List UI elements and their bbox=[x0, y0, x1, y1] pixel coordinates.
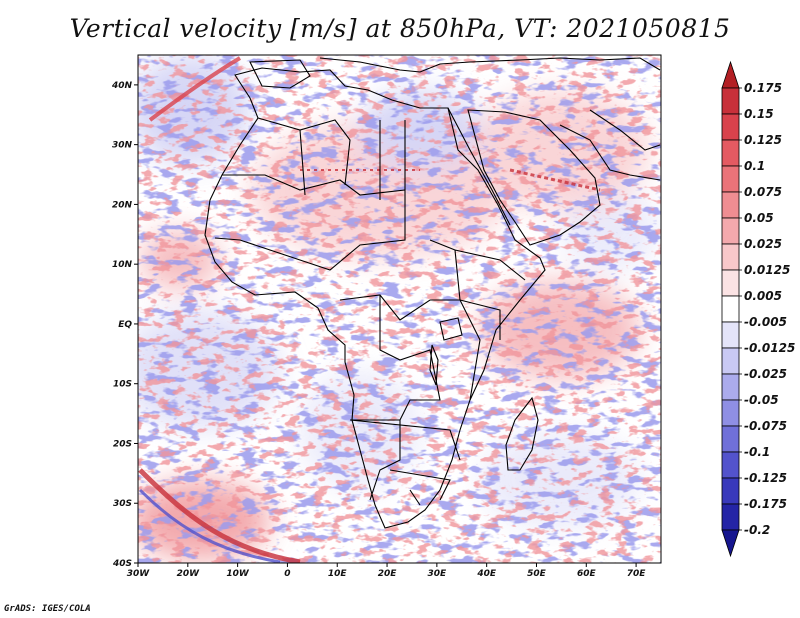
colorbar-segment bbox=[721, 399, 740, 427]
y-tick-label: 10S bbox=[113, 380, 132, 390]
x-tick-label: 10E bbox=[328, 569, 348, 579]
colorbar-segment bbox=[721, 503, 740, 531]
colorbar-segment bbox=[721, 217, 740, 245]
colorbar-label: -0.125 bbox=[744, 471, 787, 485]
colorbar-segment bbox=[721, 243, 740, 271]
colorbar-segment bbox=[721, 347, 740, 375]
colorbar-label: -0.175 bbox=[744, 497, 787, 511]
x-tick-label: 20E bbox=[378, 569, 398, 579]
y-tick-label: 30N bbox=[112, 141, 133, 151]
coastlines bbox=[204, 57, 661, 529]
x-tick-label: 30W bbox=[127, 569, 151, 579]
colorbar-label: 0.075 bbox=[744, 185, 782, 199]
red-sea bbox=[447, 107, 511, 226]
colorbar-label: -0.075 bbox=[744, 419, 787, 433]
x-tick-label: 70E bbox=[627, 569, 647, 579]
colorbar-segment bbox=[721, 477, 740, 505]
x-axis: 30W 20W 10W 0 10E 20E 30E 40E 50E 60E 70E bbox=[127, 563, 647, 579]
colorbar-segment bbox=[721, 191, 740, 219]
colorbar-label: 0.005 bbox=[744, 289, 782, 303]
colorbar-segment bbox=[721, 87, 740, 115]
arabian-peninsula bbox=[467, 109, 601, 246]
colorbar-segment bbox=[721, 113, 740, 141]
y-tick-label: 30S bbox=[113, 499, 132, 509]
colorbar-label: 0.025 bbox=[744, 237, 782, 251]
colorbar-label: -0.0125 bbox=[744, 341, 795, 355]
colorbar-segment bbox=[721, 321, 740, 349]
y-tick-label: EQ bbox=[118, 320, 132, 330]
plot-frame bbox=[137, 54, 662, 564]
lake-victoria bbox=[439, 317, 463, 341]
europe-coast bbox=[319, 57, 661, 73]
x-tick-label: 30E bbox=[428, 569, 448, 579]
colorbar-label: -0.2 bbox=[744, 523, 770, 537]
west-africa-borders bbox=[214, 174, 406, 271]
colorbar-label: -0.05 bbox=[744, 393, 779, 407]
central-africa-borders bbox=[339, 294, 481, 501]
colorbar-label: -0.005 bbox=[744, 315, 787, 329]
colorbar-segment bbox=[721, 295, 740, 323]
colorbar-min-triangle bbox=[721, 529, 740, 558]
map-title: Vertical velocity [m/s] at 850hPa, VT: 2… bbox=[69, 14, 731, 43]
colorbar-segment bbox=[721, 425, 740, 453]
x-tick-label: 40E bbox=[476, 569, 497, 579]
colorbar-segment bbox=[721, 139, 740, 167]
grads-credit: GrADS: IGES/COLA bbox=[4, 604, 91, 614]
madagascar bbox=[505, 396, 539, 471]
iberia bbox=[249, 59, 311, 89]
colorbar-label: -0.025 bbox=[744, 367, 787, 381]
colorbar: 0.175 0.15 0.125 0.1 0.075 0.05 0.025 0.0125 0.0… bbox=[721, 60, 795, 558]
colorbar-segment bbox=[721, 451, 740, 479]
x-tick-label: 10W bbox=[226, 569, 250, 579]
africa-coastline bbox=[204, 67, 546, 529]
sahel-borders bbox=[257, 117, 406, 200]
x-tick-label: 20W bbox=[177, 569, 201, 579]
iran-coast bbox=[589, 109, 661, 151]
y-tick-label: 20S bbox=[113, 439, 132, 449]
colorbar-label: 0.1 bbox=[744, 159, 765, 173]
colorbar-segment bbox=[721, 165, 740, 193]
y-axis: 40N 30N 20N 10N EQ 10S 20S 30S 40S bbox=[111, 81, 138, 569]
colorbar-max-triangle bbox=[721, 60, 740, 89]
east-africa-borders bbox=[429, 239, 526, 340]
y-tick-label: 40N bbox=[111, 81, 133, 91]
y-tick-label: 20N bbox=[112, 200, 133, 210]
persian-gulf bbox=[559, 124, 661, 181]
y-tick-label: 40S bbox=[112, 559, 132, 569]
x-tick-label: 60E bbox=[577, 569, 597, 579]
southern-africa-borders bbox=[349, 419, 461, 506]
colorbar-segment bbox=[721, 269, 740, 297]
field-layer bbox=[138, 55, 661, 563]
colorbar-segment bbox=[721, 373, 740, 401]
x-tick-label: 0 bbox=[284, 569, 290, 579]
y-tick-label: 10N bbox=[112, 260, 133, 270]
colorbar-label: 0.05 bbox=[744, 211, 774, 225]
colorbar-label: 0.125 bbox=[744, 133, 782, 147]
colorbar-label: 0.15 bbox=[744, 107, 774, 121]
x-tick-label: 50E bbox=[527, 569, 547, 579]
colorbar-label: 0.175 bbox=[744, 81, 782, 95]
colorbar-label: 0.0125 bbox=[744, 263, 790, 277]
lake-tanganyika bbox=[429, 344, 439, 386]
colorbar-label: -0.1 bbox=[744, 445, 770, 459]
